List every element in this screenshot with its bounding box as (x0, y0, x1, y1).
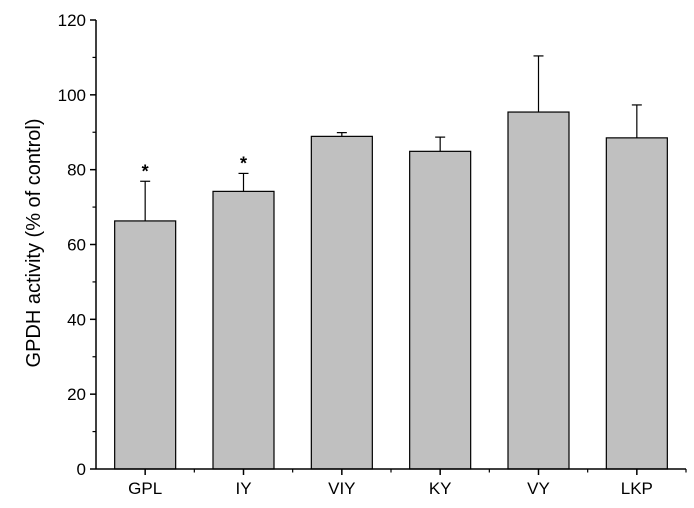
y-tick-label: 20 (67, 385, 86, 404)
bar-iy (212, 190, 275, 470)
y-axis-title: GPDH activity (% of control) (23, 119, 45, 368)
significance-marker: * (142, 161, 149, 181)
bar-viy (310, 135, 373, 470)
bar-gpl (114, 220, 177, 470)
x-tick-label: VIY (328, 479, 355, 498)
y-tick-label: 40 (67, 310, 86, 329)
y-ticks-group: 0 20 40 60 80 100 120 (58, 11, 96, 479)
x-tick-label: IY (235, 479, 251, 498)
bars-group (114, 111, 668, 470)
y-tick-label: 120 (58, 11, 86, 30)
y-tick-label: 60 (67, 236, 86, 255)
y-tick-label: 0 (77, 460, 86, 479)
bar-lkp (605, 137, 668, 470)
bar-ky (409, 150, 472, 470)
bar-vy (507, 111, 570, 470)
x-ticks-group: GPL IY VIY KY VY LKP (128, 469, 687, 498)
x-tick-label: LKP (621, 479, 653, 498)
y-tick-label: 80 (67, 161, 86, 180)
significance-marker: * (240, 153, 247, 173)
x-tick-label: KY (429, 479, 452, 498)
error-bars-group (140, 55, 642, 221)
y-tick-label: 100 (58, 86, 86, 105)
x-tick-label: GPL (128, 479, 162, 498)
annotations-group: * * (142, 153, 247, 181)
x-tick-label: VY (527, 479, 550, 498)
